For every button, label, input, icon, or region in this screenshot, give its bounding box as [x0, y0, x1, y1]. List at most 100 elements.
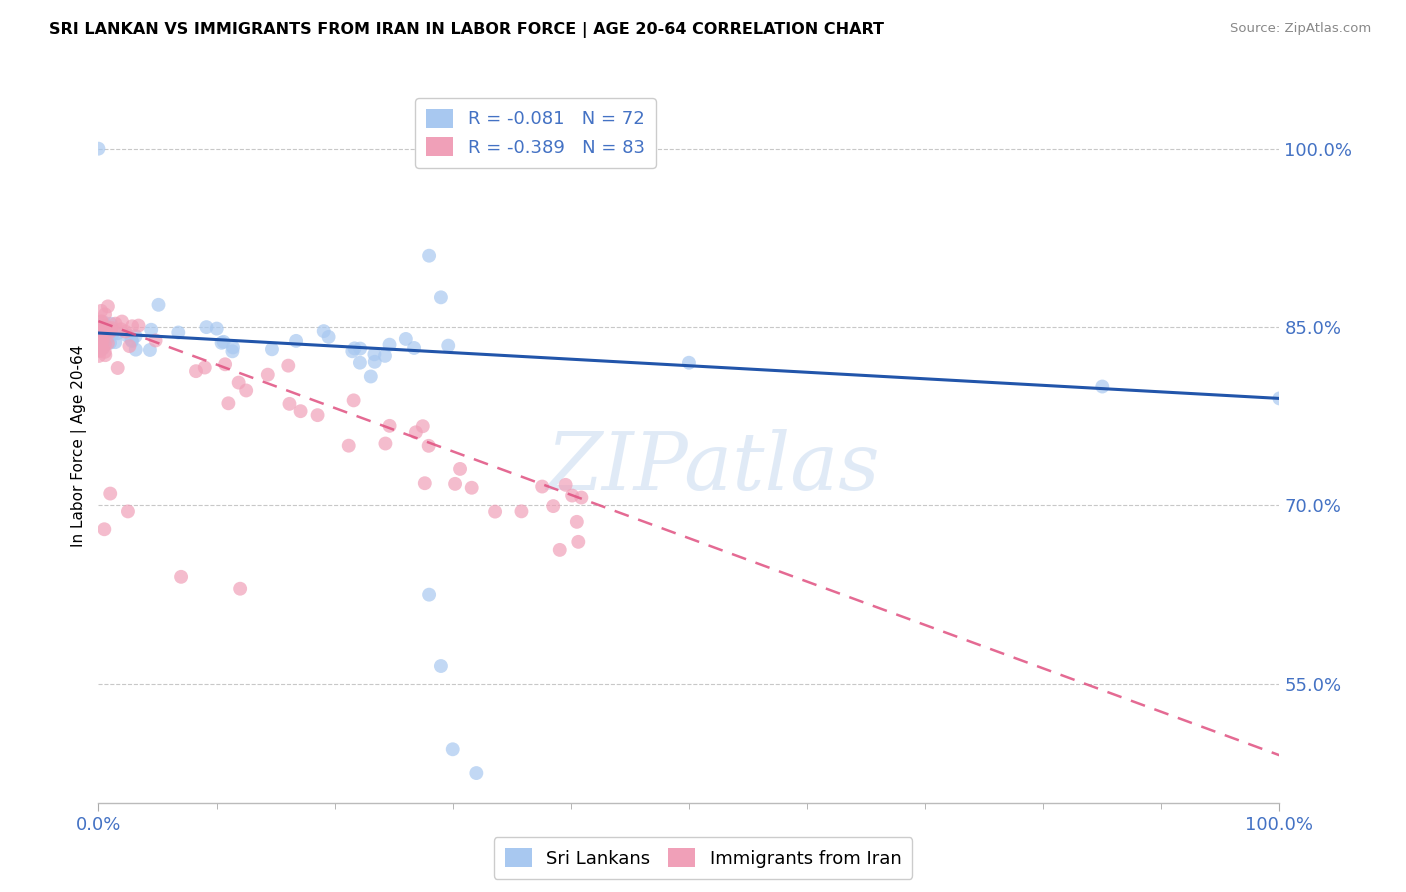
Point: [117, 504, 139, 518]
Point: [94, 348, 117, 362]
Point: [96, 330, 118, 344]
Point: [170, 570, 193, 584]
Point: [90, 332, 112, 346]
Point: [90, 323, 112, 337]
Point: [418, 249, 440, 263]
Point: [217, 396, 239, 410]
Point: [148, 298, 170, 312]
Point: [1091, 379, 1114, 393]
Point: [94, 307, 117, 321]
Point: [541, 499, 564, 513]
Point: [89, 343, 111, 357]
Point: [97, 336, 120, 351]
Point: [125, 343, 148, 357]
Point: [214, 357, 236, 371]
Point: [195, 320, 218, 334]
Point: [98, 486, 121, 500]
Point: [205, 321, 228, 335]
Point: [91, 322, 114, 336]
Point: [87, 335, 110, 350]
Point: [114, 325, 136, 339]
Point: [278, 397, 301, 411]
Point: [430, 659, 453, 673]
Point: [222, 340, 245, 354]
Point: [90, 330, 112, 344]
Point: [349, 356, 371, 370]
Point: [104, 335, 127, 350]
Point: [98, 325, 121, 339]
Point: [94, 326, 117, 340]
Point: [374, 349, 396, 363]
Point: [141, 323, 163, 337]
Point: [89, 331, 111, 345]
Point: [91, 334, 114, 348]
Point: [412, 419, 434, 434]
Point: [97, 299, 120, 313]
Point: [100, 317, 122, 331]
Point: [405, 425, 427, 440]
Point: [212, 334, 235, 349]
Point: [531, 479, 554, 493]
Point: [107, 326, 129, 341]
Point: [94, 337, 117, 351]
Point: [96, 323, 118, 337]
Point: [91, 341, 114, 355]
Point: [93, 522, 115, 536]
Point: [374, 436, 396, 450]
Point: [418, 439, 440, 453]
Point: [90, 321, 112, 335]
Point: [87, 343, 110, 358]
Text: SRI LANKAN VS IMMIGRANTS FROM IRAN IN LABOR FORCE | AGE 20-64 CORRELATION CHART: SRI LANKAN VS IMMIGRANTS FROM IRAN IN LA…: [49, 22, 884, 38]
Point: [184, 364, 207, 378]
Point: [90, 339, 112, 353]
Point: [91, 333, 114, 347]
Point: [1268, 392, 1291, 406]
Point: [90, 335, 112, 350]
Point: [96, 331, 118, 345]
Point: [256, 368, 278, 382]
Point: [460, 481, 482, 495]
Point: [364, 355, 387, 369]
Point: [285, 334, 308, 348]
Point: [312, 324, 335, 338]
Point: [91, 342, 114, 356]
Point: [101, 321, 124, 335]
Point: [104, 317, 127, 331]
Point: [194, 360, 217, 375]
Point: [571, 491, 593, 505]
Point: [94, 344, 117, 359]
Point: [342, 344, 364, 359]
Point: [87, 349, 110, 363]
Text: ZIPatlas: ZIPatlas: [546, 429, 879, 506]
Point: [118, 339, 141, 353]
Point: [90, 315, 112, 329]
Point: [90, 325, 112, 339]
Point: [678, 356, 700, 370]
Point: [484, 505, 506, 519]
Point: [548, 542, 571, 557]
Point: [110, 322, 132, 336]
Point: [167, 326, 190, 340]
Point: [260, 343, 283, 357]
Legend: Sri Lankans, Immigrants from Iran: Sri Lankans, Immigrants from Iran: [494, 838, 912, 879]
Point: [378, 337, 401, 351]
Point: [290, 404, 312, 418]
Point: [465, 766, 488, 780]
Point: [90, 304, 112, 318]
Point: [87, 142, 110, 156]
Point: [337, 439, 360, 453]
Point: [418, 588, 440, 602]
Point: [307, 408, 329, 422]
Point: [510, 504, 533, 518]
Point: [98, 335, 121, 350]
Point: [449, 462, 471, 476]
Point: [89, 343, 111, 358]
Point: [378, 418, 401, 433]
Point: [235, 384, 257, 398]
Point: [318, 330, 340, 344]
Point: [89, 334, 111, 348]
Point: [93, 327, 115, 342]
Point: [124, 329, 146, 343]
Point: [277, 359, 299, 373]
Point: [97, 322, 120, 336]
